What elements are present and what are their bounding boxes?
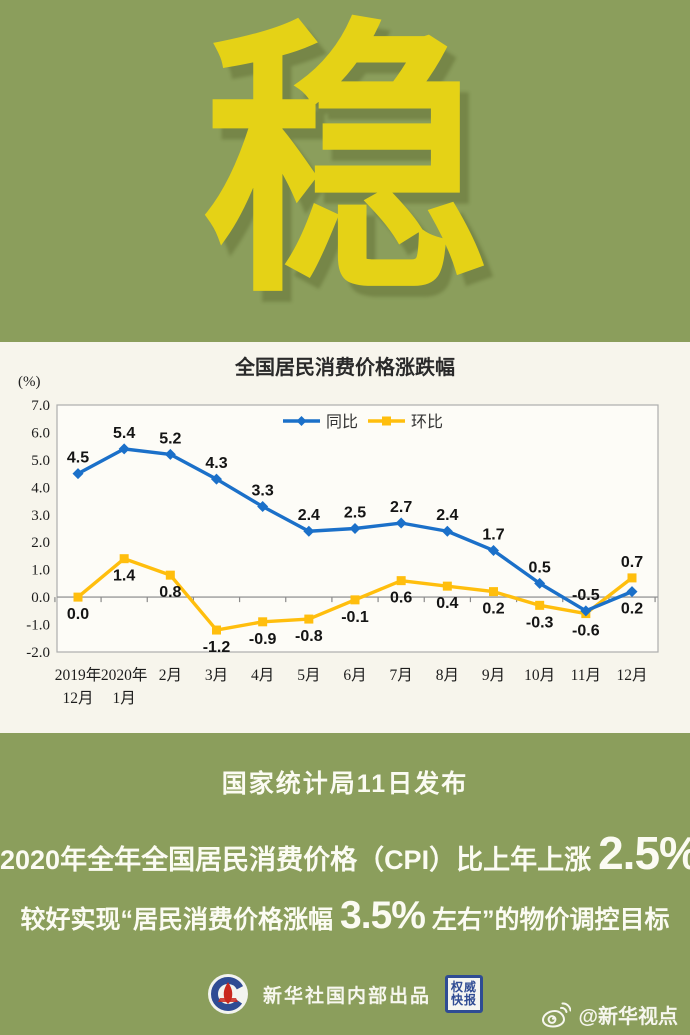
svg-text:0.8: 0.8 [159,584,181,601]
stat2-text-prefix: 较好实现“居民消费价格涨幅 [20,906,334,934]
svg-text:-0.3: -0.3 [526,614,554,631]
svg-text:5月: 5月 [297,667,320,684]
svg-text:0.0: 0.0 [67,606,89,623]
weibo-icon [541,1001,572,1028]
series-同比 [72,443,638,617]
chart-title: 全国居民消费价格涨跌幅 [234,355,455,379]
svg-text:5.2: 5.2 [159,430,181,447]
svg-text:4.0: 4.0 [31,480,50,496]
svg-text:-2.0: -2.0 [26,645,50,661]
svg-text:4.3: 4.3 [205,455,227,472]
svg-text:7月: 7月 [390,667,413,684]
svg-text:同比: 同比 [326,413,358,431]
svg-text:1.7: 1.7 [482,526,504,543]
svg-text:1.0: 1.0 [31,563,50,579]
badge-line-1: 权威 [450,980,477,994]
chart-panel: 全国居民消费价格涨跌幅 (%) 7.0 6.0 5.0 4.0 3.0 2.0 1.0 0.0 -1… [0,342,690,733]
svg-text:2.4: 2.4 [436,507,458,524]
stat2-value: 3.5% [340,894,426,937]
weibo-attribution: @新华视点 [541,1000,678,1029]
svg-text:12月: 12月 [62,690,93,707]
svg-text:-0.9: -0.9 [249,631,277,648]
svg-text:2.0: 2.0 [31,535,50,551]
svg-text:4月: 4月 [251,667,274,684]
svg-text:4.5: 4.5 [67,450,89,467]
svg-text:0.2: 0.2 [482,601,504,618]
y-axis-labels: 7.0 6.0 5.0 4.0 3.0 2.0 1.0 0.0 -1.0 -2.0 [26,398,50,661]
xinhua-agency-logo-icon [207,973,249,1015]
hero-character-wen: 稳 [201,3,489,325]
producer-label: 新华社国内部出品 [262,985,431,1007]
price-target-stat-line: 较好实现“居民消费价格涨幅 3.5% 左右”的物价调控目标 [0,894,690,938]
cpi-annual-stat-line: 2020年全年全国居民消费价格（CPI）比上年上涨 2.5% [0,826,690,880]
announcement-line: 国家统计局11日发布 [221,770,469,798]
svg-text:5.4: 5.4 [113,425,135,442]
svg-text:7.0: 7.0 [31,398,50,414]
svg-text:0.7: 0.7 [621,554,643,571]
authority-bulletin-badge: 权威 快报 [445,975,483,1013]
svg-text:2.5: 2.5 [344,505,366,522]
stat1-text: 2020年全年全国居民消费价格（CPI）比上年上涨 [0,845,592,875]
svg-text:1月: 1月 [113,690,136,707]
svg-text:5.0: 5.0 [31,453,50,469]
svg-text:3月: 3月 [205,667,228,684]
svg-text:2月: 2月 [159,667,182,684]
series-环比 [73,554,637,635]
data-labels-环比: 0.0 1.4 0.8 -1.2 -0.9 -0.8 -0.1 0.6 0.4 0.2 -0.3 -0… [67,554,643,656]
svg-text:2.7: 2.7 [390,499,412,516]
stat1-value: 2.5% [598,827,690,879]
svg-text:3.0: 3.0 [31,508,50,524]
svg-text:2019年: 2019年 [55,666,102,684]
svg-text:6月: 6月 [343,667,366,684]
svg-text:-0.1: -0.1 [341,609,369,626]
y-axis-unit-label: (%) [18,374,41,390]
chart-legend: 同比 环比 [283,413,443,431]
stat2-text-suffix: 左右”的物价调控目标 [431,906,670,934]
data-labels-同比: 4.5 5.4 5.2 4.3 3.3 2.4 2.5 2.7 2.4 1.7 0.5 -0.5 0.2 [67,425,643,618]
svg-text:环比: 环比 [411,413,443,431]
svg-text:0.0: 0.0 [31,590,50,606]
svg-text:6.0: 6.0 [31,425,50,441]
svg-text:-0.8: -0.8 [295,628,323,645]
x-axis-labels: 2019年 12月 2020年 1月 2月 3月 4月 5月 6月 7月 8月 9月 10月 11月 12月 [55,666,648,707]
footer-credits: 新华社国内部出品 权威 快报 [0,972,690,1016]
svg-text:8月: 8月 [436,667,459,684]
badge-line-2: 快报 [450,993,477,1007]
svg-text:1.4: 1.4 [113,568,135,585]
svg-text:11月: 11月 [571,667,601,684]
cpi-line-chart: 全国居民消费价格涨跌幅 (%) 7.0 6.0 5.0 4.0 3.0 2.0 1.0 0.0 -1… [18,355,659,707]
svg-text:9月: 9月 [482,667,505,684]
svg-text:10月: 10月 [524,667,555,684]
svg-text:2020年: 2020年 [101,666,148,684]
weibo-handle: @新华视点 [578,1006,678,1028]
svg-text:0.6: 0.6 [390,590,412,607]
hero-section: 稳 [0,0,690,342]
svg-text:-0.6: -0.6 [572,623,600,640]
svg-text:-0.5: -0.5 [572,587,600,604]
svg-text:3.3: 3.3 [252,483,274,500]
svg-text:0.5: 0.5 [529,559,551,576]
svg-text:2.4: 2.4 [298,507,320,524]
svg-text:0.4: 0.4 [436,595,458,612]
svg-text:-1.2: -1.2 [203,639,231,656]
svg-text:12月: 12月 [616,667,647,684]
svg-text:0.2: 0.2 [621,601,643,618]
svg-text:-1.0: -1.0 [26,618,50,634]
